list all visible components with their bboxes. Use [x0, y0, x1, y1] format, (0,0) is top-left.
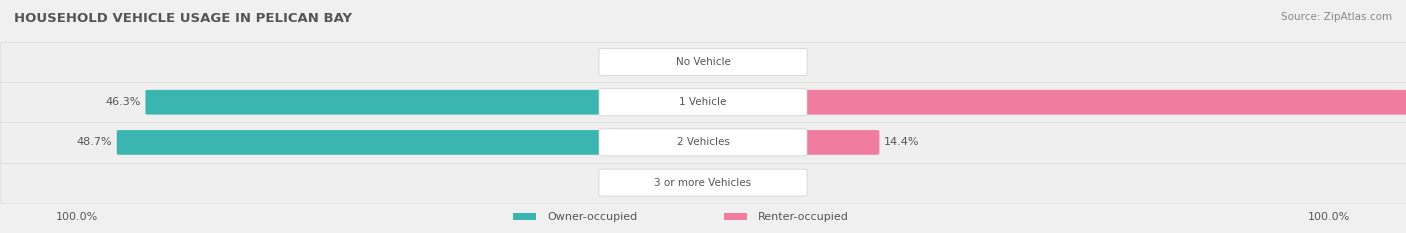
Text: 1.0%: 1.0% — [654, 57, 683, 67]
Text: No Vehicle: No Vehicle — [675, 57, 731, 67]
Bar — [0, 42, 1406, 82]
FancyBboxPatch shape — [145, 90, 707, 115]
Text: 0.0%: 0.0% — [711, 57, 740, 67]
FancyBboxPatch shape — [699, 130, 879, 155]
Text: Source: ZipAtlas.com: Source: ZipAtlas.com — [1281, 12, 1392, 22]
Text: HOUSEHOLD VEHICLE USAGE IN PELICAN BAY: HOUSEHOLD VEHICLE USAGE IN PELICAN BAY — [14, 12, 352, 25]
FancyBboxPatch shape — [651, 170, 707, 195]
Text: 100.0%: 100.0% — [56, 212, 98, 222]
Bar — [724, 213, 747, 220]
Bar — [0, 163, 1406, 203]
FancyBboxPatch shape — [688, 50, 707, 74]
Bar — [513, 213, 536, 220]
Text: 48.7%: 48.7% — [77, 137, 112, 147]
FancyBboxPatch shape — [699, 90, 1406, 115]
Text: 0.0%: 0.0% — [711, 178, 740, 188]
FancyBboxPatch shape — [599, 129, 807, 156]
Text: 14.4%: 14.4% — [883, 137, 920, 147]
FancyBboxPatch shape — [599, 169, 807, 196]
Text: 1 Vehicle: 1 Vehicle — [679, 97, 727, 107]
Text: 2 Vehicles: 2 Vehicles — [676, 137, 730, 147]
Bar — [0, 122, 1406, 163]
Text: Owner-occupied: Owner-occupied — [547, 212, 637, 222]
Text: 3 or more Vehicles: 3 or more Vehicles — [654, 178, 752, 188]
Bar — [0, 82, 1406, 122]
Text: Renter-occupied: Renter-occupied — [758, 212, 849, 222]
FancyBboxPatch shape — [599, 48, 807, 75]
FancyBboxPatch shape — [599, 89, 807, 116]
FancyBboxPatch shape — [117, 130, 707, 155]
Text: 100.0%: 100.0% — [1308, 212, 1350, 222]
Text: 46.3%: 46.3% — [105, 97, 141, 107]
Text: 4.0%: 4.0% — [619, 178, 647, 188]
